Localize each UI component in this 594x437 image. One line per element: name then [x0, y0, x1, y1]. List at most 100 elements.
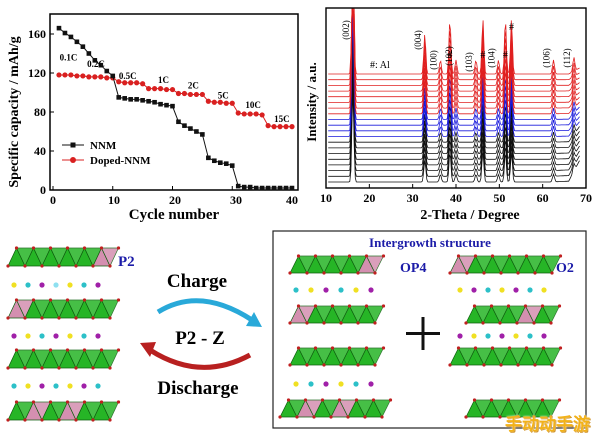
sodium-ion	[39, 333, 45, 339]
oxygen-atom	[65, 400, 70, 404]
oxygen-atom	[108, 264, 112, 268]
data-point	[205, 98, 211, 104]
oxygen-atom	[6, 316, 10, 320]
octahedron	[541, 305, 561, 324]
data-point	[62, 30, 68, 36]
octahedra-layer	[288, 254, 386, 275]
sodium-ion	[471, 333, 477, 339]
data-point	[163, 86, 170, 93]
data-point	[56, 25, 62, 31]
oxygen-atom	[322, 321, 326, 325]
octahedron	[100, 401, 120, 421]
data-point	[229, 100, 235, 106]
data-point	[289, 185, 295, 191]
data-point	[175, 90, 182, 97]
oxygen-atom	[305, 271, 309, 275]
peak-label: (100)	[428, 50, 438, 70]
data-point	[241, 184, 247, 190]
data-point	[259, 185, 265, 191]
oxygen-atom	[448, 271, 452, 275]
oxygen-atom	[288, 363, 292, 367]
data-point	[253, 185, 259, 191]
data-point	[199, 91, 205, 98]
oxygen-atom	[489, 304, 494, 308]
oxygen-atom	[40, 264, 44, 268]
oxygen-atom	[23, 418, 27, 422]
x-tick-label: 40	[450, 191, 462, 205]
octahedron	[542, 255, 562, 274]
data-point	[134, 80, 140, 86]
data-point	[223, 100, 229, 106]
data-point	[277, 124, 283, 130]
y-tick-label: 160	[28, 27, 46, 41]
sodium-ion	[11, 282, 17, 288]
oxygen-atom	[320, 398, 325, 402]
oxygen-atom	[456, 346, 461, 350]
sodium-ion	[541, 287, 547, 293]
octahedron	[372, 399, 392, 418]
data-point	[188, 126, 193, 131]
sodium-ion	[81, 282, 87, 288]
octahedron	[100, 349, 120, 369]
data-point	[277, 185, 283, 191]
discharge-arrowhead	[140, 342, 156, 357]
oxygen-atom	[540, 304, 545, 308]
oxygen-atom	[515, 321, 519, 325]
oxygen-atom	[23, 316, 27, 320]
data-point	[157, 86, 164, 92]
rate-label: 0.2C	[87, 59, 105, 69]
oxygen-atom	[482, 363, 486, 367]
xrd-trace	[328, 52, 580, 160]
oxygen-atom	[91, 264, 95, 268]
sodium-ion	[53, 282, 59, 288]
x-tick-label: 0	[50, 193, 56, 207]
oxygen-atom	[313, 304, 318, 308]
data-point	[217, 99, 223, 105]
oxygen-atom	[549, 415, 553, 419]
data-point	[140, 81, 146, 87]
oxygen-atom	[354, 398, 359, 402]
oxygen-atom	[31, 298, 36, 302]
octahedra-layer	[464, 398, 562, 419]
octahedra-layer	[288, 304, 386, 325]
oxygen-atom	[532, 415, 536, 419]
oxygen-atom	[14, 348, 19, 352]
peak-labels: (002)(004)(100) #(102) (103) # (104) ##(106)(…	[341, 20, 572, 72]
x-tick-label: 20	[363, 191, 375, 205]
oxygen-atom	[533, 363, 537, 367]
series-line	[58, 27, 292, 189]
data-point	[146, 86, 152, 92]
data-point	[74, 73, 80, 79]
data-point	[247, 111, 253, 117]
oxygen-atom	[550, 363, 554, 367]
data-point	[218, 160, 223, 165]
legend-label-nnm: NNM	[90, 140, 117, 152]
oxygen-atom	[481, 321, 485, 325]
oxygen-atom	[558, 254, 563, 258]
sodium-ion	[95, 333, 101, 339]
xrd-trace	[328, 90, 580, 183]
data-point	[151, 86, 158, 92]
oxygen-atom	[472, 304, 477, 308]
legend-marker-doped	[70, 157, 76, 163]
data-point	[283, 185, 289, 191]
data-point	[56, 72, 62, 78]
oxygen-atom	[347, 304, 352, 308]
oxygen-atom	[380, 415, 384, 419]
ion-row	[457, 333, 547, 339]
data-point	[80, 73, 86, 79]
sodium-ion	[471, 287, 477, 293]
oxygen-atom	[381, 304, 386, 308]
sodium-ion	[527, 287, 533, 293]
xrd-trace	[328, 8, 580, 126]
xrd-trace	[328, 8, 580, 86]
data-point	[98, 62, 104, 68]
charge-arrowhead	[246, 312, 262, 327]
oxygen-atom	[373, 271, 377, 275]
discharge-label: Discharge	[157, 378, 238, 399]
oxygen-atom	[295, 415, 299, 419]
sodium-ion	[95, 383, 101, 389]
data-point	[283, 124, 289, 130]
oxygen-atom	[347, 254, 352, 258]
oxygen-atom	[523, 398, 528, 402]
